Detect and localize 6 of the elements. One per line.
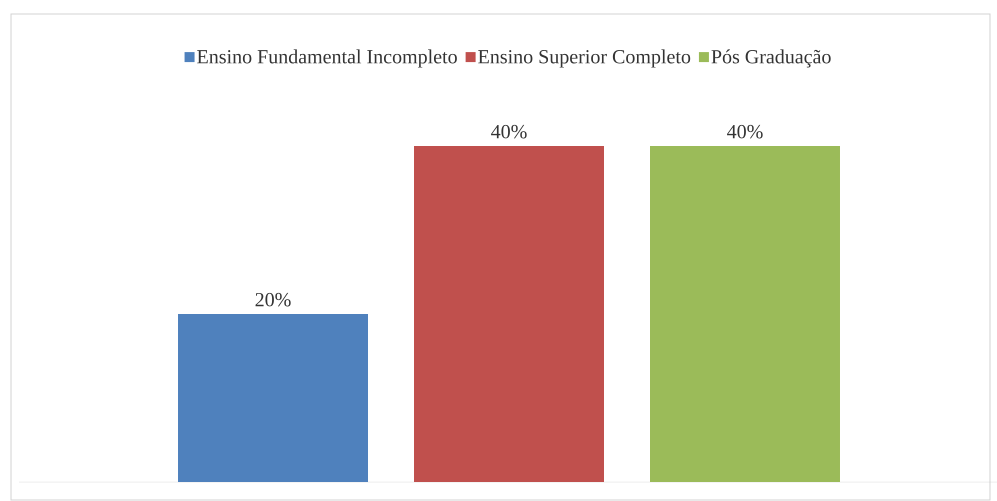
- legend-label: Ensino Superior Completo: [478, 49, 690, 68]
- data-label: 20%: [256, 292, 291, 306]
- legend-label: Pós Graduação: [712, 49, 831, 68]
- data-label: 40%: [491, 124, 527, 138]
- legend-label: Ensino Fundamental Incompleto: [197, 49, 457, 68]
- data-label: 40%: [727, 124, 763, 138]
